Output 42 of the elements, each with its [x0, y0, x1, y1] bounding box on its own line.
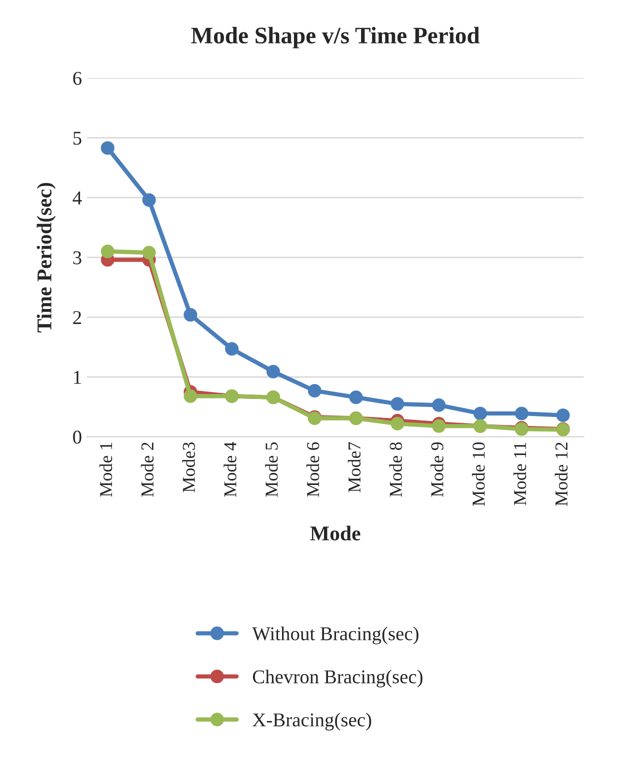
legend-label: X-Bracing(sec) — [252, 712, 372, 730]
point — [142, 193, 156, 207]
x-tick-label: Mode 4 — [224, 442, 236, 497]
y-tick-label: 1 — [74, 370, 81, 384]
x-tick-label: Mode3 — [182, 442, 195, 492]
point — [390, 397, 404, 411]
x-tick-label: Mode 11 — [513, 442, 526, 506]
y-tick-label: 2 — [73, 311, 82, 324]
x-tick-label: Mode 5 — [265, 442, 278, 497]
legend-label: Chevron Bracing(sec) — [252, 670, 422, 688]
x-tick-label: Mode 10 — [472, 442, 485, 506]
y-axis-title: Time Period(sec) — [36, 183, 56, 332]
point — [349, 390, 363, 404]
x-tick-label: Mode 9 — [430, 442, 444, 497]
point — [556, 408, 570, 422]
x-tick-label: Mode 2 — [140, 442, 154, 497]
y-tick-label: 0 — [73, 430, 82, 444]
point — [100, 141, 114, 155]
chart-title: Mode Shape v/s Time Period — [191, 26, 480, 48]
point — [184, 389, 198, 403]
x-axis-title: Mode — [310, 526, 360, 540]
point — [266, 364, 280, 378]
y-tick-label: 6 — [73, 72, 82, 85]
point — [432, 398, 446, 412]
point — [142, 246, 156, 260]
x-tick-label: Mode 6 — [306, 442, 320, 497]
point — [100, 244, 114, 258]
point — [473, 406, 488, 420]
x-tick-label: Mode 1 — [99, 442, 112, 497]
point — [225, 342, 239, 356]
point — [514, 406, 528, 420]
x-tick-label: Mode 8 — [389, 442, 402, 497]
point — [390, 416, 404, 430]
x-tick-label: Mode7 — [348, 442, 361, 492]
point — [432, 419, 446, 433]
y-tick-label: 3 — [73, 251, 82, 264]
legend-label: Without Bracing(sec) — [252, 626, 418, 644]
point — [308, 384, 322, 398]
y-tick-label: 4 — [72, 192, 82, 204]
x-tick-label: Mode 12 — [554, 442, 568, 506]
y-tick-label: 5 — [73, 132, 82, 145]
point — [184, 308, 198, 322]
